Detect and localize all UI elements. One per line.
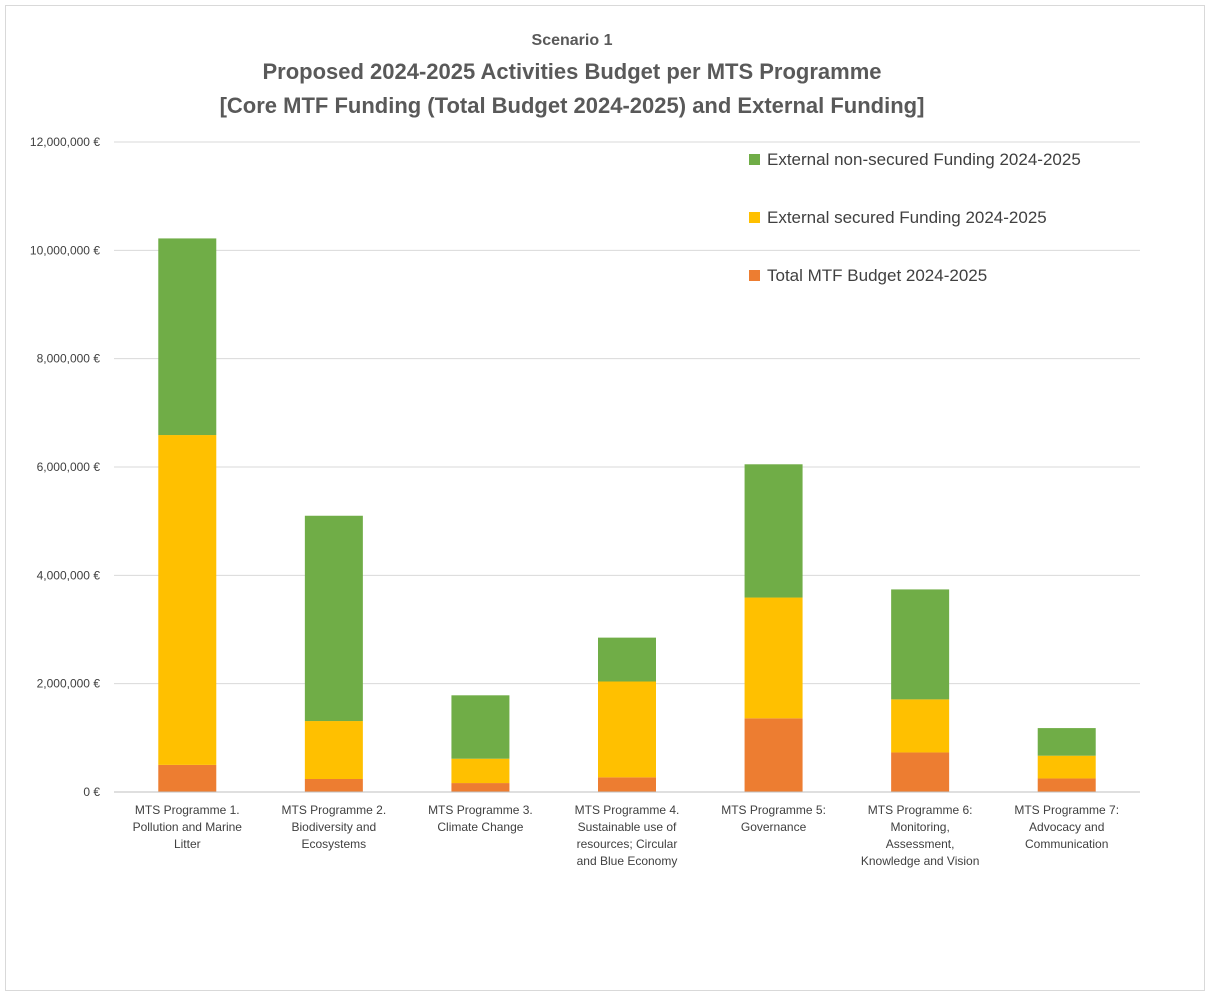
x-tick-label: MTS Programme 3. Climate Change: [428, 803, 533, 834]
y-tick-label: 4,000,000 €: [37, 568, 101, 582]
x-tick-label: MTS Programme 1. Pollution and Marine Litt…: [133, 803, 243, 851]
bar-segment: [744, 464, 803, 598]
x-tick-label: MTS Programme 2. Biodiversity and Ecosyste…: [282, 803, 387, 851]
bars: [158, 238, 1096, 792]
x-tick-label: MTS Programme 4. Sustainable use of resour…: [575, 803, 680, 868]
chart-frame: Scenario 1 Proposed 2024-2025 Activities…: [5, 5, 1205, 991]
y-tick-label: 12,000,000 €: [30, 135, 100, 149]
x-tick-label: MTS Programme 5: Governance: [721, 803, 826, 834]
x-tick-label: MTS Programme 7: Advocacy and Communicatio…: [1014, 803, 1119, 851]
bar-segment: [1037, 728, 1096, 756]
bar-segment: [451, 695, 510, 759]
legend-swatch: [749, 212, 760, 223]
gridlines: [114, 141, 1140, 793]
legend: External non-secured Funding 2024-2025 Ex…: [749, 150, 1081, 285]
bar-segment: [1037, 778, 1096, 792]
bar-segment: [891, 589, 950, 700]
chart-title: Proposed 2024-2025 Activities Budget per…: [262, 59, 881, 84]
y-tick-label: 10,000,000 €: [30, 243, 100, 257]
bar-segment: [451, 758, 510, 784]
bar-segment: [891, 752, 950, 792]
stacked-bar-chart: Scenario 1 Proposed 2024-2025 Activities…: [30, 32, 1140, 868]
bar-segment: [158, 238, 217, 436]
bar-segment: [598, 681, 656, 778]
bar-segment: [598, 637, 656, 682]
bar-segment: [1037, 755, 1096, 779]
y-tick-label: 6,000,000 €: [37, 460, 101, 474]
y-tick-label: 2,000,000 €: [37, 677, 101, 691]
y-tick-label: 8,000,000 €: [37, 352, 101, 366]
bar-segment: [891, 699, 950, 753]
bar-segment: [304, 721, 363, 779]
y-tick-label: 0 €: [83, 785, 100, 799]
legend-swatch: [749, 270, 760, 281]
bar-segment: [744, 718, 803, 792]
x-axis: MTS Programme 1. Pollution and Marine Litt…: [114, 791, 1140, 868]
legend-swatch: [749, 154, 760, 165]
bar-segment: [304, 515, 363, 722]
bar-segment: [451, 783, 510, 792]
bar-segment: [744, 597, 803, 719]
legend-label: Total MTF Budget 2024-2025: [767, 266, 987, 285]
x-tick-label: MTS Programme 6: Monitoring, Assessment, Kn…: [861, 803, 980, 868]
y-axis: 0 € 2,000,000 € 4,000,000 € 6,000,000 € 8,00…: [30, 135, 100, 799]
bar-segment: [158, 435, 217, 765]
legend-label: External non-secured Funding 2024-2025: [767, 150, 1081, 169]
bar-segment: [158, 764, 217, 792]
bar-segment: [598, 777, 656, 792]
bar-segment: [304, 779, 363, 792]
chart-subtitle: Scenario 1: [532, 32, 613, 49]
chart-title-line-2: [Core MTF Funding (Total Budget 2024-202…: [220, 93, 925, 118]
legend-label: External secured Funding 2024-2025: [767, 208, 1047, 227]
